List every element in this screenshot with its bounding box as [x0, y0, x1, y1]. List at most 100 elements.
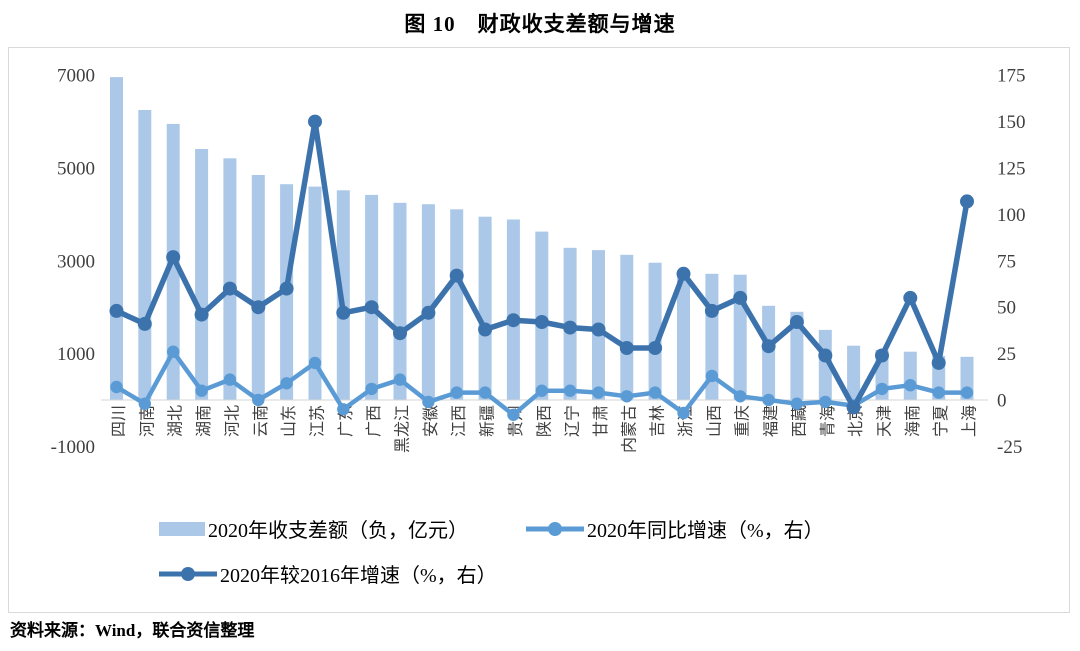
point-天津 — [875, 382, 889, 396]
left-axis-tick: -1000 — [51, 437, 95, 458]
right-axis-tick: 125 — [997, 159, 1026, 180]
page-title: 图 10 财政收支差额与增速 — [404, 12, 676, 36]
x-axis-label-陕西: 陕西 — [535, 405, 553, 437]
right-axis-tick: 100 — [997, 205, 1026, 226]
point-广西 — [364, 300, 379, 315]
chart-legend: 2020年收支差额（负，亿元） 2020年同比增速（%，右） 2020年较2016年… — [159, 514, 939, 588]
point-江苏 — [308, 114, 322, 129]
point-浙江 — [677, 406, 690, 420]
bar-湖南 — [195, 149, 209, 400]
point-青海 — [818, 348, 833, 363]
x-axis-label-湖南: 湖南 — [195, 405, 213, 437]
point-海南 — [903, 290, 918, 305]
point-青海 — [819, 395, 832, 409]
point-陕西 — [534, 315, 549, 329]
bar-河南 — [138, 110, 152, 400]
bar-吉林 — [648, 262, 662, 400]
chart-frame: 7000 5000 3000 1000 -1000 175 150 125 100 75 50 25 0… — [8, 47, 1070, 613]
bar-黑龙江 — [393, 202, 407, 400]
point-贵州 — [507, 408, 520, 421]
point-浙江 — [676, 266, 691, 281]
legend-label: 2020年收支差额（负，亿元） — [208, 520, 468, 542]
point-广西 — [365, 382, 378, 396]
point-甘肃 — [591, 322, 606, 337]
point-江苏 — [308, 356, 322, 370]
point-山东 — [280, 377, 293, 390]
legend-label: 2020年较2016年增速（%，右） — [220, 565, 497, 587]
point-辽宁 — [563, 320, 578, 335]
point-海南 — [904, 379, 917, 392]
x-axis-label-四川: 四川 — [111, 405, 128, 437]
bar-北京 — [847, 345, 861, 400]
x-axis-label-云南: 云南 — [252, 405, 270, 437]
x-axis-label-海南: 海南 — [904, 405, 922, 437]
point-湖北 — [167, 345, 180, 358]
bar-广西 — [365, 194, 379, 400]
point-宁夏 — [931, 355, 946, 370]
right-axis-tick: 25 — [997, 344, 1016, 365]
left-axis-tick: 3000 — [57, 251, 95, 272]
point-河北 — [223, 373, 237, 386]
point-新疆 — [478, 322, 493, 337]
point-重庆 — [734, 390, 747, 403]
point-福建 — [762, 393, 775, 407]
bar-四川 — [110, 77, 123, 400]
x-axis-label-青海: 青海 — [819, 405, 837, 437]
point-云南 — [252, 393, 265, 407]
bar-新疆 — [478, 216, 492, 400]
point-山西 — [704, 303, 719, 318]
bar-浙江 — [677, 273, 690, 400]
right-axis-tick: 50 — [997, 298, 1016, 319]
legend-item-3: 2020年较2016年增速（%，右） — [159, 559, 497, 588]
point-湖北 — [166, 250, 181, 265]
point-安徽 — [422, 395, 435, 409]
point-辽宁 — [563, 384, 577, 397]
left-axis-tick: 5000 — [57, 159, 95, 180]
chart-plot-area: 7000 5000 3000 1000 -1000 175 150 125 100 75 50 25 0… — [51, 66, 1026, 458]
x-axis-label-山西: 山西 — [705, 405, 723, 437]
point-吉林 — [648, 341, 663, 355]
point-福建 — [761, 339, 776, 354]
bar-安徽 — [421, 204, 435, 400]
right-axis-tick: 75 — [997, 251, 1016, 272]
point-上海 — [960, 194, 974, 209]
point-河北 — [222, 281, 237, 296]
point-西藏 — [790, 397, 804, 410]
right-axis-tick: 175 — [997, 66, 1026, 87]
point-湖南 — [194, 307, 209, 322]
point-天津 — [875, 348, 889, 363]
x-axis-label-天津: 天津 — [875, 405, 893, 437]
point-四川 — [110, 380, 123, 394]
bar-河北 — [223, 158, 237, 400]
x-axis-label-广西: 广西 — [365, 405, 383, 437]
point-西藏 — [789, 315, 804, 329]
bar-江西 — [450, 209, 464, 400]
point-安徽 — [421, 305, 436, 320]
x-axis-label-江苏: 江苏 — [308, 405, 326, 437]
point-内蒙古 — [619, 341, 634, 355]
right-axis-tick: -25 — [997, 437, 1022, 458]
x-axis-label-新疆: 新疆 — [479, 405, 497, 437]
legend-bar-swatch — [159, 521, 205, 536]
point-甘肃 — [592, 386, 605, 399]
point-宁夏 — [932, 386, 945, 399]
x-axis-label-河北: 河北 — [223, 405, 241, 437]
x-axis-label-内蒙古: 内蒙古 — [620, 405, 638, 453]
bar-云南 — [251, 175, 265, 400]
left-axis-tick: 7000 — [57, 66, 95, 87]
x-axis-label-重庆: 重庆 — [734, 405, 752, 437]
point-贵州 — [506, 313, 521, 328]
x-axis-label-甘肃: 甘肃 — [592, 405, 610, 437]
point-陕西 — [535, 384, 548, 397]
point-四川 — [109, 303, 124, 318]
point-云南 — [251, 300, 266, 315]
x-axis-label-黑龙江: 黑龙江 — [394, 405, 412, 453]
x-axis-label-吉林: 吉林 — [649, 405, 667, 437]
legend-item-1: 2020年收支差额（负，亿元） — [159, 514, 468, 543]
source-note: 资料来源：Wind，联合资信整理 — [10, 621, 255, 640]
x-axis-label-江西: 江西 — [450, 405, 468, 437]
point-黑龙江 — [393, 373, 407, 386]
point-河南 — [138, 397, 151, 410]
x-axis-label-西藏: 西藏 — [790, 405, 808, 437]
point-山西 — [705, 369, 719, 383]
